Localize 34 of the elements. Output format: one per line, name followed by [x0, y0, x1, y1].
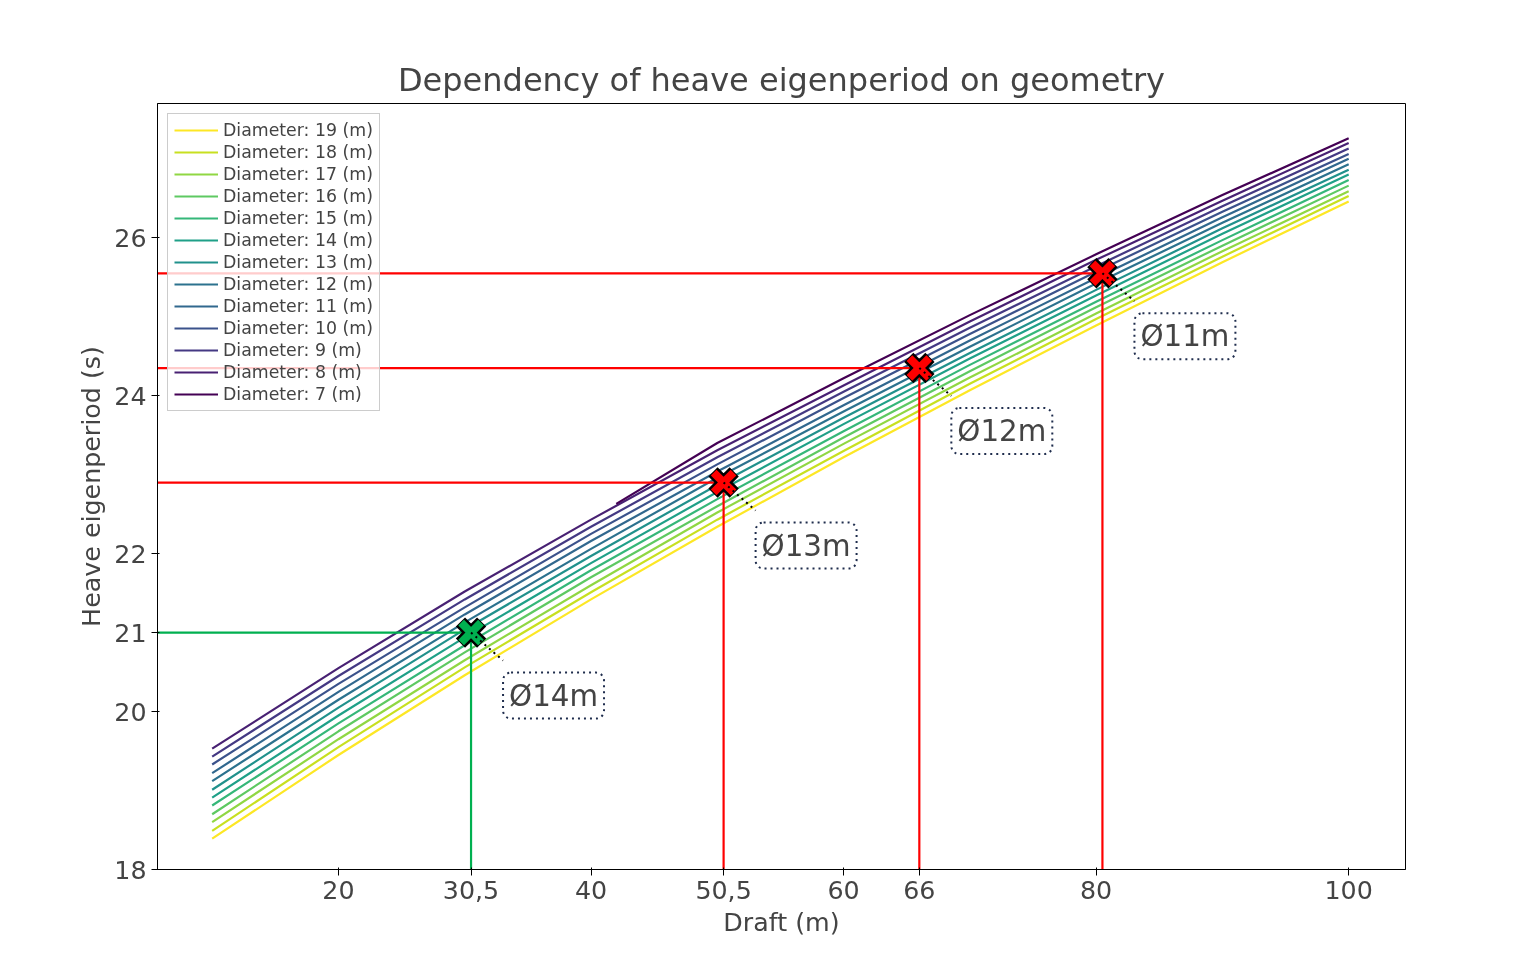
x-tick-label: 100	[1324, 874, 1373, 905]
legend-label: Diameter: 16 (m)	[223, 186, 373, 206]
y-tick-label: 24	[114, 380, 147, 411]
legend-label: Diameter: 15 (m)	[223, 208, 373, 228]
x-tick-label: 60	[827, 874, 860, 905]
y-tick-label: 21	[114, 617, 147, 648]
legend-label: Diameter: 19 (m)	[223, 120, 373, 140]
annotation: Ø13m	[761, 528, 851, 563]
legend-label: Diameter: 14 (m)	[223, 230, 373, 250]
y-tick-label: 26	[114, 222, 147, 253]
legend-label: Diameter: 17 (m)	[223, 164, 373, 184]
annotation: Ø14m	[509, 678, 599, 713]
x-tick-label: 20	[322, 874, 355, 905]
x-tick-label: 66	[903, 874, 936, 905]
legend-label: Diameter: 11 (m)	[223, 296, 373, 316]
y-tick-label: 20	[114, 696, 147, 727]
y-tick-label: 18	[114, 854, 147, 885]
legend-label: Diameter: 12 (m)	[223, 274, 373, 294]
y-axis-title: Heave eigenperiod (s)	[76, 346, 107, 627]
y-tick-label: 22	[114, 538, 147, 569]
legend-label: Diameter: 13 (m)	[223, 252, 373, 272]
legend-label: Diameter: 7 (m)	[223, 384, 362, 404]
x-tick-label: 80	[1080, 874, 1113, 905]
x-tick-label: 50,5	[695, 874, 752, 905]
legend-label: Diameter: 18 (m)	[223, 142, 373, 162]
x-axis-title: Draft (m)	[723, 906, 840, 937]
legend-label: Diameter: 8 (m)	[223, 362, 362, 382]
chart-title: Dependency of heave eigenperiod on geometry	[397, 60, 1166, 99]
x-tick-label: 30,5	[442, 874, 500, 905]
x-tick-label: 40	[574, 874, 608, 905]
legend-label: Diameter: 9 (m)	[223, 340, 362, 360]
annotation: Ø11m	[1140, 319, 1230, 354]
legend-label: Diameter: 10 (m)	[223, 318, 373, 338]
annotation: Ø12m	[957, 414, 1047, 449]
